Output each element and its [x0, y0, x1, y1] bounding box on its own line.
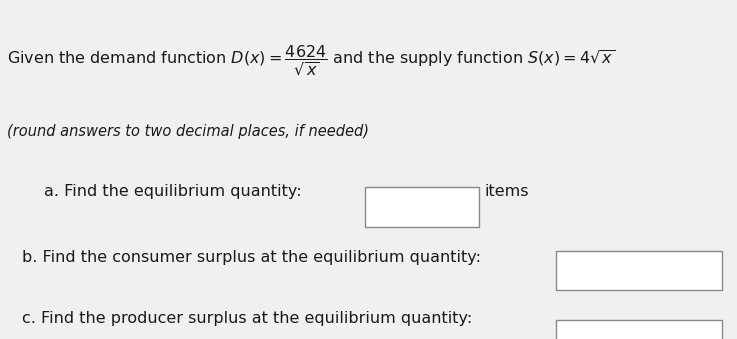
Text: c. Find the producer surplus at the equilibrium quantity:: c. Find the producer surplus at the equi…: [22, 311, 472, 326]
FancyBboxPatch shape: [556, 320, 722, 339]
Text: b. Find the consumer surplus at the equilibrium quantity:: b. Find the consumer surplus at the equi…: [22, 250, 481, 264]
FancyBboxPatch shape: [556, 251, 722, 290]
FancyBboxPatch shape: [365, 187, 479, 227]
Text: (round answers to two decimal places, if needed): (round answers to two decimal places, if…: [7, 124, 369, 139]
Text: items: items: [485, 184, 529, 199]
Text: Given the demand function $D(x) = \dfrac{4624}{\sqrt{x}}$ and the supply functio: Given the demand function $D(x) = \dfrac…: [7, 44, 615, 78]
Text: a. Find the equilibrium quantity:: a. Find the equilibrium quantity:: [44, 184, 302, 199]
